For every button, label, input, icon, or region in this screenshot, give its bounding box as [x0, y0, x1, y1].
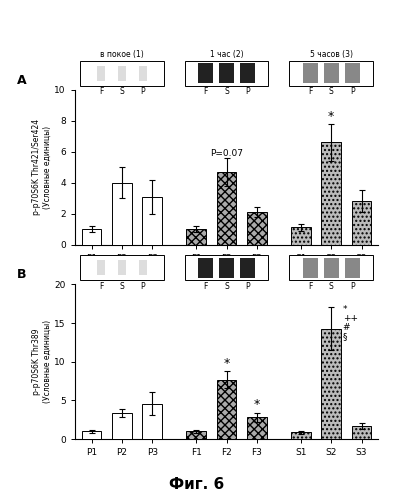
Text: Фиг. 6: Фиг. 6 — [169, 477, 225, 492]
Bar — [82, 431, 101, 439]
Text: 1 час (2): 1 час (2) — [210, 50, 243, 59]
Bar — [291, 228, 311, 245]
Text: P: P — [141, 87, 145, 96]
Bar — [322, 328, 341, 439]
Bar — [217, 380, 236, 439]
Text: *: * — [254, 398, 260, 411]
Bar — [291, 432, 311, 439]
Text: S: S — [224, 87, 229, 96]
Bar — [352, 201, 372, 245]
Bar — [82, 229, 101, 245]
Text: P: P — [350, 282, 355, 291]
Text: P: P — [245, 87, 250, 96]
Bar — [112, 413, 132, 439]
Bar — [142, 404, 162, 439]
Text: F: F — [99, 282, 103, 291]
Text: B: B — [17, 268, 27, 281]
Bar — [112, 183, 132, 245]
Text: F: F — [203, 87, 208, 96]
Text: P: P — [141, 282, 145, 291]
Text: A: A — [17, 74, 27, 87]
Bar — [142, 197, 162, 245]
Text: P: P — [350, 87, 355, 96]
Text: S: S — [119, 282, 124, 291]
Bar — [322, 142, 341, 245]
Text: F: F — [203, 282, 208, 291]
Text: F: F — [308, 282, 312, 291]
Bar — [186, 229, 206, 245]
Y-axis label: p-p70S6K Thr421/Ser424
(Условные единицы): p-p70S6K Thr421/Ser424 (Условные единицы… — [32, 119, 52, 215]
Text: S: S — [329, 282, 334, 291]
Text: F: F — [308, 87, 312, 96]
Bar — [352, 426, 372, 439]
Text: S: S — [329, 87, 334, 96]
Text: S: S — [119, 87, 124, 96]
Y-axis label: p-p70S6K Thr389
(Условные единицы): p-p70S6K Thr389 (Условные единицы) — [32, 320, 52, 403]
Text: 5 часов (3): 5 часов (3) — [310, 50, 353, 59]
Text: *: * — [328, 110, 335, 123]
Bar — [217, 172, 236, 245]
Bar — [247, 418, 267, 439]
Text: F: F — [99, 87, 103, 96]
Text: S: S — [224, 282, 229, 291]
Text: в покое (1): в покое (1) — [100, 50, 144, 59]
Bar — [186, 431, 206, 439]
Text: *: * — [223, 356, 230, 369]
Text: *
++
#
§: * ++ # § — [343, 305, 358, 341]
Bar — [247, 212, 267, 245]
Text: P=0.07: P=0.07 — [210, 149, 243, 158]
Text: P: P — [245, 282, 250, 291]
